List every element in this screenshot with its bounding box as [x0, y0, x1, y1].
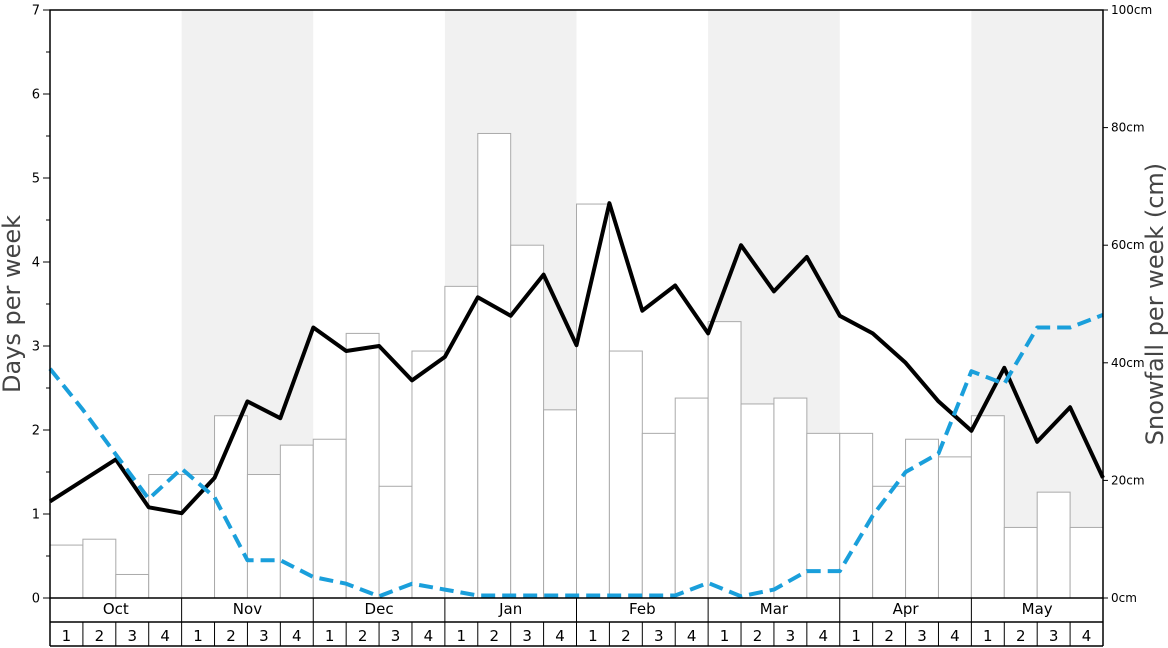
- snowfall-bar: [773, 397, 808, 599]
- week-label: 4: [555, 627, 565, 645]
- week-label: 3: [522, 627, 532, 645]
- y-tick-label: 2: [32, 424, 40, 439]
- month-label-mar: Mar: [760, 600, 789, 618]
- series-lines: [48, 201, 1105, 599]
- y-tick-label: 1: [32, 508, 40, 523]
- week-label: 2: [95, 627, 105, 645]
- snowfall-bar: [411, 350, 446, 599]
- month-label-jan: Jan: [498, 600, 522, 618]
- snowfall-bar: [806, 432, 841, 599]
- dashed-series-line: [48, 313, 1104, 599]
- week-label: 2: [884, 627, 894, 645]
- snowfall-bar: [576, 203, 610, 599]
- month-label-apr: Apr: [893, 600, 920, 618]
- snowfall-bar: [872, 485, 907, 599]
- snowfall-bar: [641, 432, 676, 599]
- month-label-may: May: [1022, 600, 1053, 618]
- week-label: 3: [654, 627, 664, 645]
- week-label: 3: [259, 627, 269, 645]
- snowfall-bar: [674, 397, 709, 599]
- week-label: 1: [720, 627, 730, 645]
- month-week-axis: Oct Nov Dec Jan Feb Mar Apr May 1 2 3 4 1 2 3 4 1 2 3 4 1 2 3 4…: [49, 598, 1104, 647]
- week-label: 2: [753, 627, 763, 645]
- snowfall-bars: [49, 132, 1104, 599]
- left-y-axis: 0 1 2 3 4 5 6 7: [32, 4, 50, 607]
- snowfall-bar: [543, 409, 577, 599]
- week-label: 4: [1082, 627, 1092, 645]
- snowfall-bar: [839, 432, 874, 599]
- snowfall-bar: [82, 538, 117, 599]
- y-tick-label: 4: [32, 256, 40, 271]
- y2-tick-label: 100cm: [1111, 3, 1152, 17]
- week-label: 1: [325, 627, 335, 645]
- week-label: 1: [588, 627, 598, 645]
- week-label: 1: [851, 627, 861, 645]
- week-label: 3: [391, 627, 401, 645]
- week-label: 2: [489, 627, 499, 645]
- y2-tick-label: 40cm: [1111, 356, 1145, 370]
- week-label: 2: [226, 627, 236, 645]
- snowfall-bar: [1036, 491, 1071, 599]
- snowfall-bar: [312, 438, 347, 599]
- snowfall-bar: [246, 474, 281, 599]
- week-label: 3: [917, 627, 927, 645]
- left-axis-title: Days per week: [0, 215, 26, 393]
- snowfall-bar: [510, 244, 545, 599]
- y-tick-label: 3: [32, 340, 40, 355]
- week-label: 2: [621, 627, 631, 645]
- snowfall-bar: [378, 485, 413, 599]
- week-label: 4: [160, 627, 170, 645]
- snowfall-bar: [115, 573, 150, 599]
- week-label: 2: [1016, 627, 1026, 645]
- snowfall-bar: [608, 350, 643, 599]
- week-label: 4: [819, 627, 829, 645]
- week-label: 1: [457, 627, 467, 645]
- y-tick-label: 5: [32, 172, 40, 187]
- snowfall-bar: [970, 415, 1005, 599]
- week-label: 2: [358, 627, 368, 645]
- y-tick-label: 0: [32, 592, 40, 607]
- snowfall-bar: [740, 403, 775, 599]
- right-axis-title: Snowfall per week (cm): [1141, 163, 1168, 445]
- snowfall-bar: [707, 321, 742, 599]
- snowfall-bar: [444, 285, 479, 599]
- week-label: 4: [687, 627, 697, 645]
- month-label-dec: Dec: [365, 600, 394, 618]
- snowfall-bar: [1069, 526, 1104, 599]
- y2-tick-label: 80cm: [1111, 121, 1145, 135]
- month-label-nov: Nov: [233, 600, 262, 618]
- snowfall-bar: [1003, 526, 1038, 599]
- y2-tick-label: 60cm: [1111, 238, 1145, 252]
- week-label: 1: [983, 627, 993, 645]
- week-label: 3: [127, 627, 137, 645]
- week-label: 4: [292, 627, 302, 645]
- y2-tick-label: 0cm: [1111, 591, 1137, 605]
- y2-tick-label: 20cm: [1111, 473, 1145, 487]
- week-label: 3: [786, 627, 796, 645]
- solid-series-line: [48, 201, 1105, 516]
- snowfall-bar: [937, 456, 972, 599]
- month-label-feb: Feb: [629, 600, 656, 618]
- right-y-axis: 0cm 20cm 40cm 60cm 80cm 100cm: [1103, 3, 1152, 605]
- week-label: 1: [193, 627, 203, 645]
- week-label: 4: [424, 627, 434, 645]
- week-label: 4: [950, 627, 960, 645]
- week-label: 3: [1049, 627, 1059, 645]
- snowfall-bar: [345, 332, 380, 599]
- month-label-oct: Oct: [103, 600, 129, 618]
- y-tick-label: 7: [32, 4, 40, 19]
- snowfall-bar: [477, 132, 512, 599]
- y-tick-label: 6: [32, 88, 40, 103]
- week-label: 1: [62, 627, 72, 645]
- snowfall-bar: [49, 544, 84, 599]
